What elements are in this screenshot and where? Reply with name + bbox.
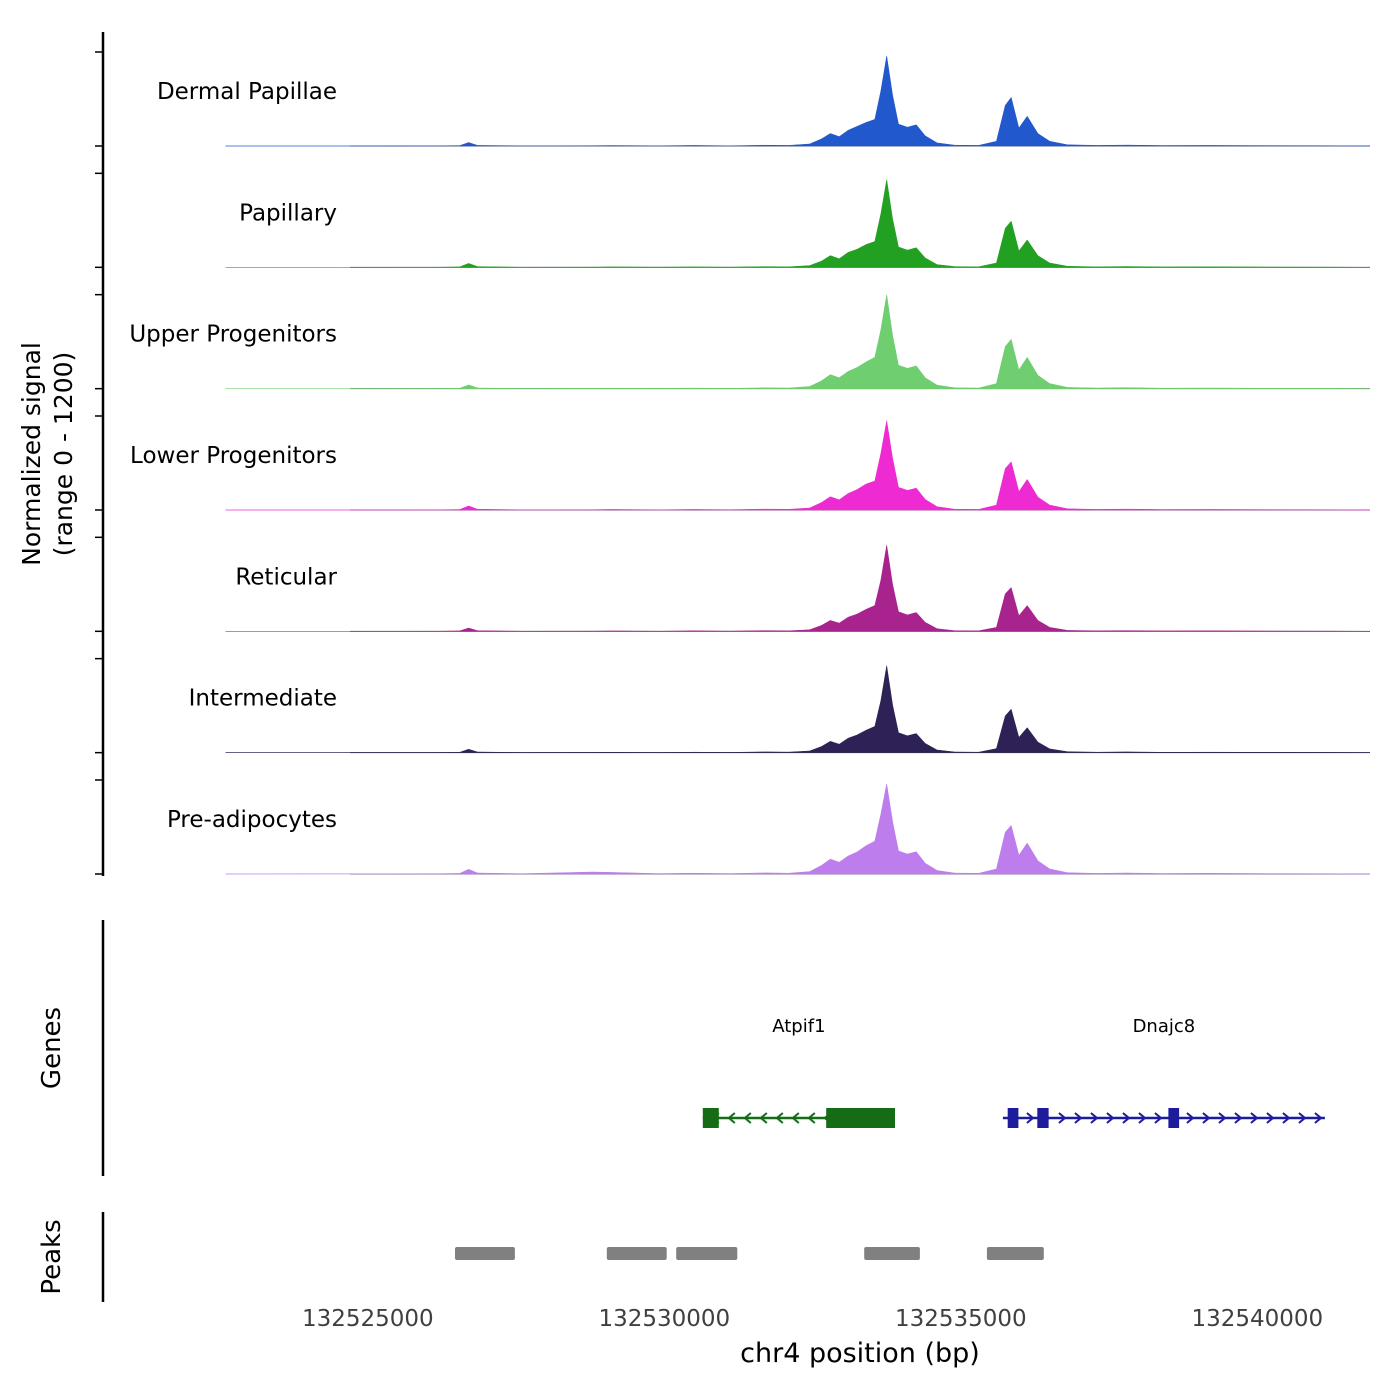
track-label-pre-adipocytes: Pre-adipocytes [167,807,337,833]
strand-arrow-icon [1298,1112,1307,1124]
peak-region [606,1247,667,1260]
gene-name-atpif1: Atpif1 [772,1016,825,1037]
genes-section-label: Genes [37,1007,67,1089]
strand-arrow-icon [1026,1112,1035,1124]
strand-arrow-icon [1138,1112,1147,1124]
strand-arrow-icon [775,1112,784,1124]
gene-exon-dnajc8 [1168,1108,1180,1128]
signal-area-dermal-papillae [225,55,1371,147]
x-tick-label: 132525000 [302,1306,434,1332]
strand-arrow-icon [1250,1112,1259,1124]
signal-area-intermediate [225,665,1371,753]
peak-region [455,1247,515,1260]
y-axis-label-line2: (range 0 - 1200) [49,352,78,557]
strand-arrow-icon [1266,1112,1275,1124]
gene-exon-dnajc8 [1007,1108,1019,1128]
strand-arrow-icon [743,1112,752,1124]
strand-arrow-icon [1106,1112,1115,1124]
gene-exon-dnajc8 [1037,1108,1049,1128]
signal-area-pre-adipocytes [225,783,1371,875]
gene-exon-atpif1 [826,1108,895,1128]
strand-arrow-icon [1074,1112,1083,1124]
y-axis-label-line1: Normalized signal [17,342,46,566]
gene-name-dnajc8: Dnajc8 [1133,1016,1196,1037]
strand-arrow-icon [1202,1112,1211,1124]
signal-area-lower-progenitors [225,420,1371,511]
x-axis-label: chr4 position (bp) [740,1338,980,1369]
strand-arrow-icon [1282,1112,1291,1124]
strand-arrow-icon [1234,1112,1243,1124]
strand-arrow-icon [1218,1112,1227,1124]
strand-arrow-icon [1122,1112,1131,1124]
signal-area-reticular [225,545,1371,632]
signal-area-upper-progenitors [225,294,1371,389]
x-tick-label: 132530000 [598,1306,730,1332]
x-tick-label: 132540000 [1191,1306,1323,1332]
peaks-section-label: Peaks [37,1219,67,1294]
track-label-intermediate: Intermediate [189,686,337,712]
strand-arrow-icon [727,1112,736,1124]
peak-region [676,1247,738,1260]
track-label-reticular: Reticular [235,564,337,590]
track-label-dermal-papillae: Dermal Papillae [157,79,337,105]
track-label-upper-progenitors: Upper Progenitors [129,322,337,348]
strand-arrow-icon [1154,1112,1163,1124]
x-tick-label: 132535000 [895,1306,1027,1332]
strand-arrow-icon [1186,1112,1195,1124]
strand-arrow-icon [791,1112,800,1124]
peak-region [986,1247,1044,1260]
peak-region [864,1247,920,1260]
strand-arrow-icon [807,1112,816,1124]
strand-arrow-icon [1058,1112,1067,1124]
track-label-papillary: Papillary [239,200,337,226]
strand-arrow-icon [759,1112,768,1124]
gene-exon-atpif1 [702,1108,719,1128]
track-label-lower-progenitors: Lower Progenitors [130,443,337,469]
dynamic-plot-content: Dermal Papillae Papillary Upper Progenitor… [95,51,1371,1332]
strand-arrow-icon [1090,1112,1099,1124]
strand-arrow-icon [1314,1112,1323,1124]
signal-area-papillary [225,179,1371,268]
